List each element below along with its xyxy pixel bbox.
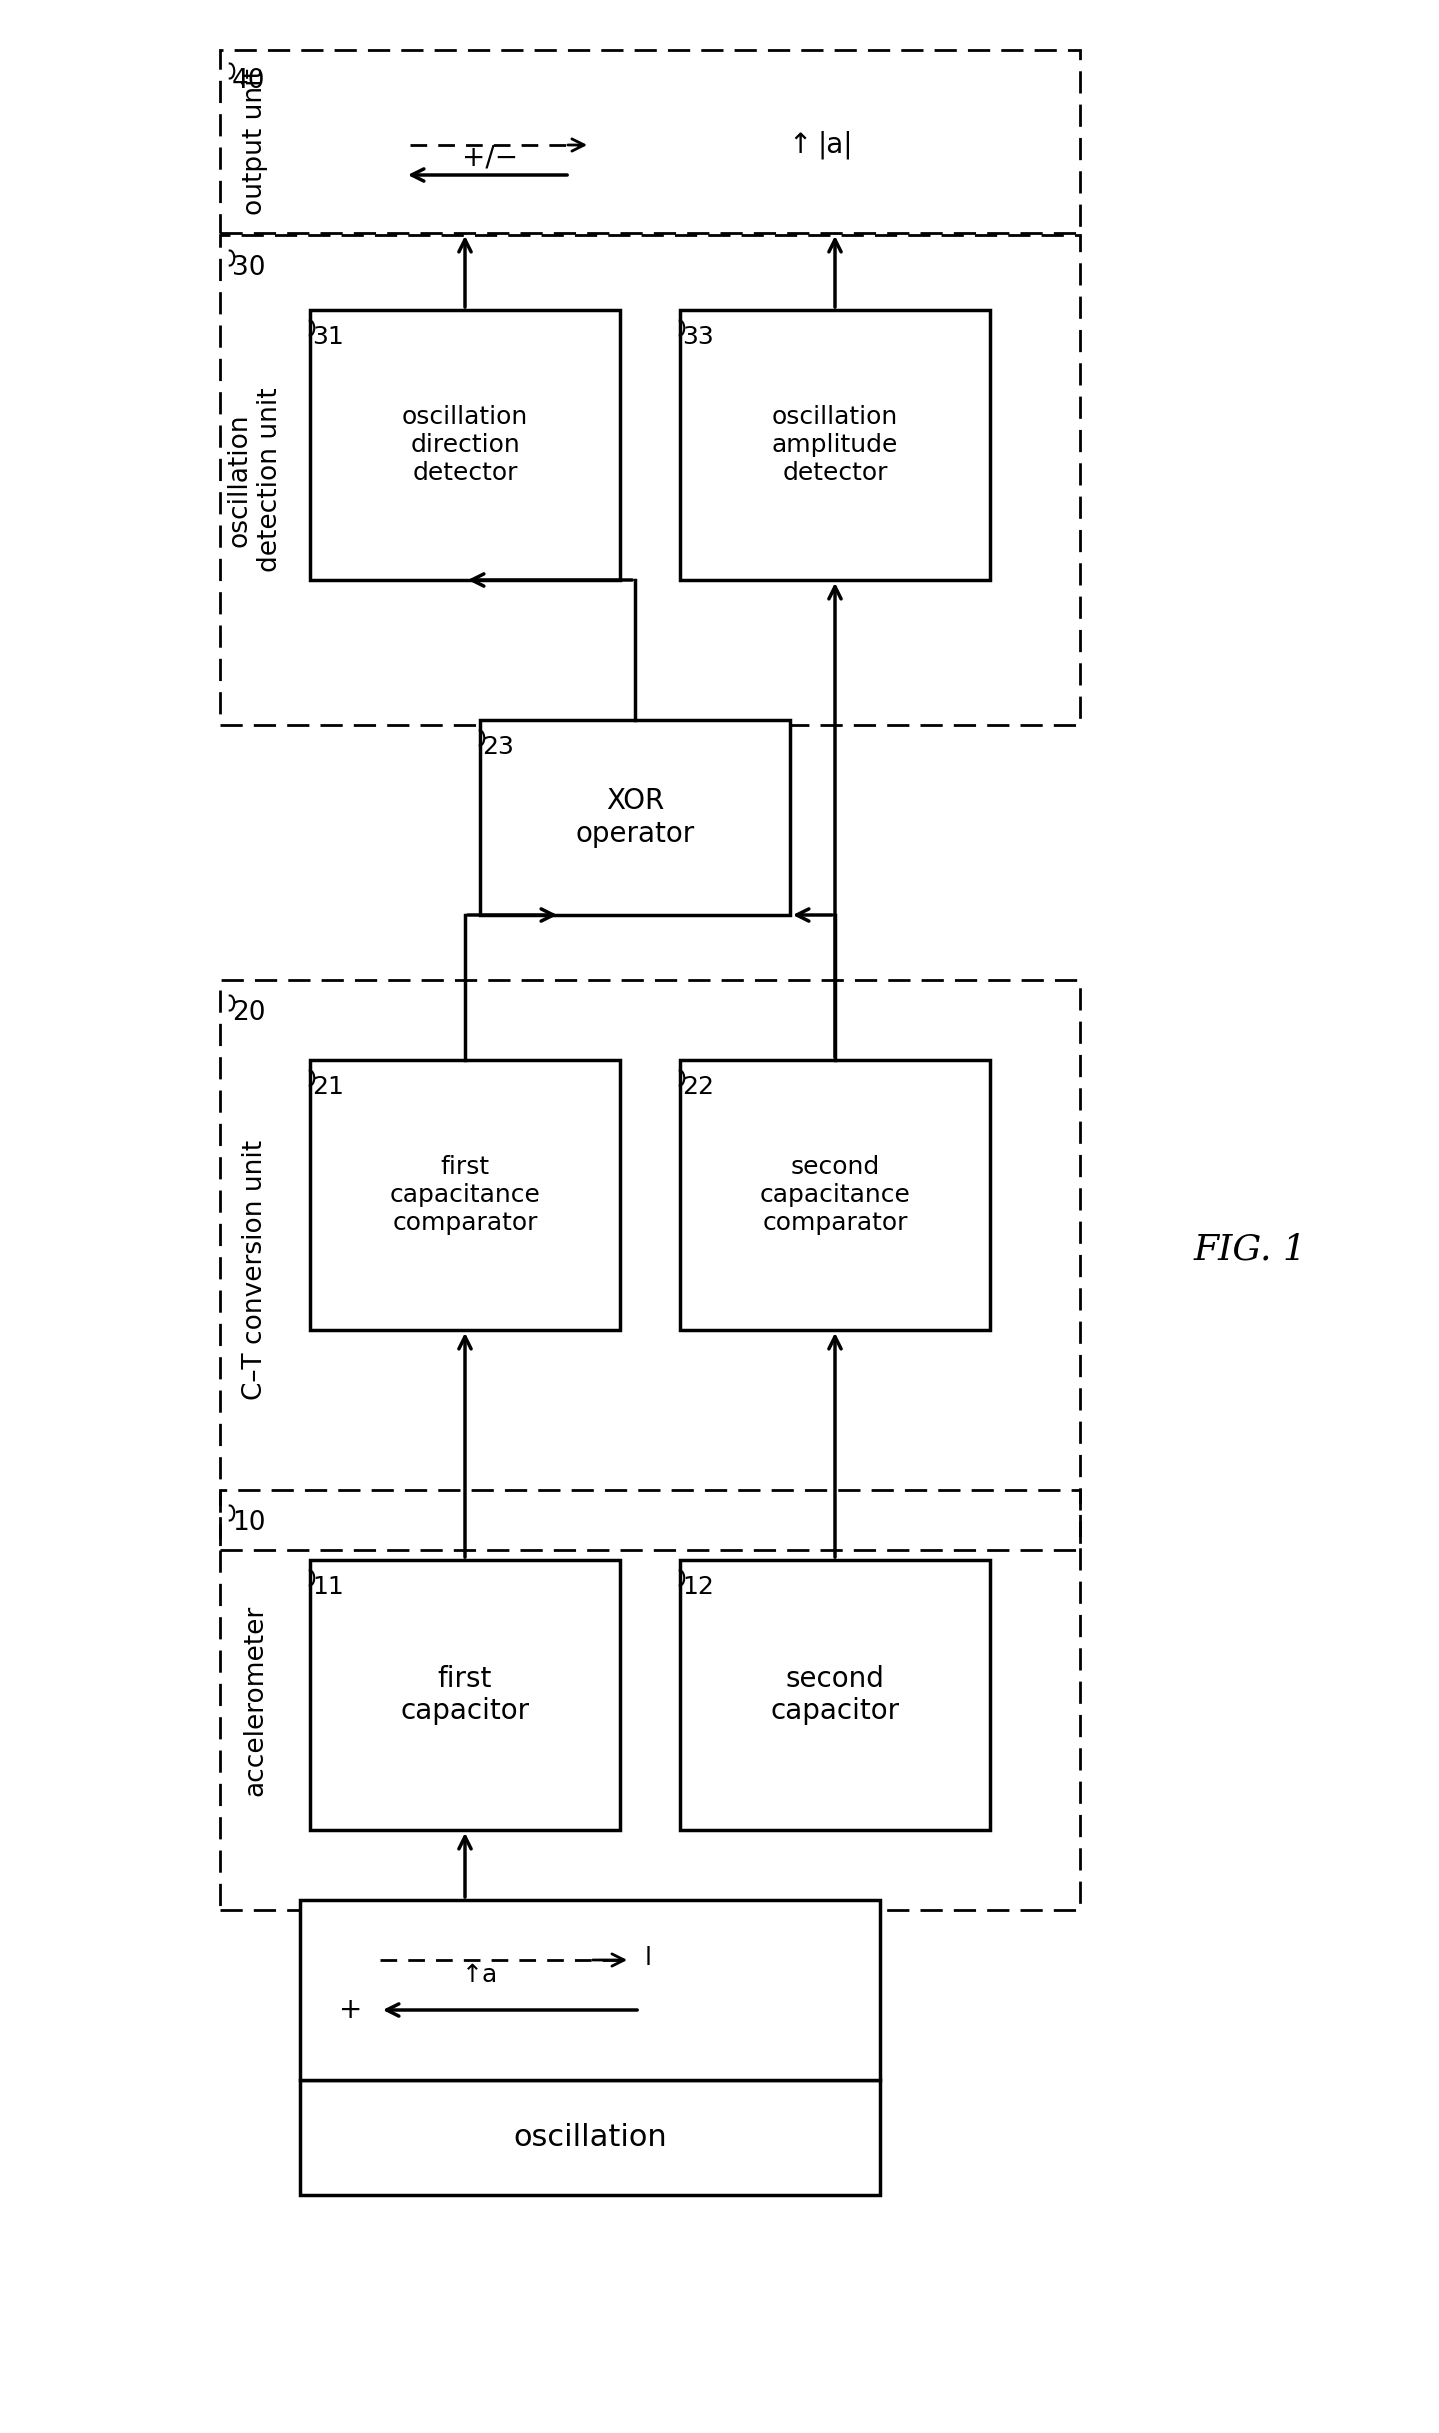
Bar [220, 236, 1081, 725]
Text: 20: 20 [232, 1000, 266, 1027]
Text: ↑: ↑ [789, 131, 812, 158]
Text: XOR
operator: XOR operator [576, 788, 695, 847]
Text: |a|: |a| [817, 131, 853, 158]
Bar [481, 720, 790, 915]
Bar [681, 309, 990, 579]
Text: output unit: output unit [242, 68, 268, 217]
Bar [220, 980, 1081, 1550]
Text: first
capacitor: first capacitor [400, 1664, 530, 1725]
Text: 40: 40 [232, 68, 266, 95]
Text: 11: 11 [312, 1574, 344, 1598]
Text: 31: 31 [312, 326, 344, 348]
Text: FIG. 1: FIG. 1 [1193, 1234, 1307, 1268]
Bar [220, 51, 1081, 234]
Text: 12: 12 [682, 1574, 714, 1598]
Text: +: + [338, 1995, 363, 2024]
Text: 21: 21 [312, 1075, 344, 1100]
Text: first
capacitance
comparator: first capacitance comparator [390, 1156, 541, 1236]
Text: 23: 23 [482, 735, 514, 759]
Bar [309, 1061, 620, 1331]
Text: ↑a: ↑a [462, 1963, 498, 1988]
Text: second
capacitance
comparator: second capacitance comparator [760, 1156, 911, 1236]
Bar [299, 2080, 881, 2195]
Bar [220, 1489, 1081, 1910]
Text: second
capacitor: second capacitor [770, 1664, 899, 1725]
Text: 30: 30 [232, 255, 266, 280]
Bar [309, 1560, 620, 1830]
Text: l: l [645, 1946, 652, 1971]
Text: +/−: +/− [462, 144, 518, 173]
Text: oscillation
direction
detector: oscillation direction detector [401, 406, 528, 484]
Text: 22: 22 [682, 1075, 714, 1100]
Text: oscillation
amplitude
detector: oscillation amplitude detector [771, 406, 898, 484]
Bar [681, 1560, 990, 1830]
Bar [299, 1900, 881, 2080]
Text: 33: 33 [682, 326, 714, 348]
Bar [681, 1061, 990, 1331]
Text: C–T conversion unit: C–T conversion unit [242, 1141, 268, 1399]
Text: oscillation: oscillation [514, 2124, 666, 2153]
Text: 10: 10 [232, 1511, 266, 1535]
Bar [309, 309, 620, 579]
Text: oscillation
detection unit: oscillation detection unit [227, 387, 283, 572]
Text: accelerometer: accelerometer [242, 1603, 268, 1796]
